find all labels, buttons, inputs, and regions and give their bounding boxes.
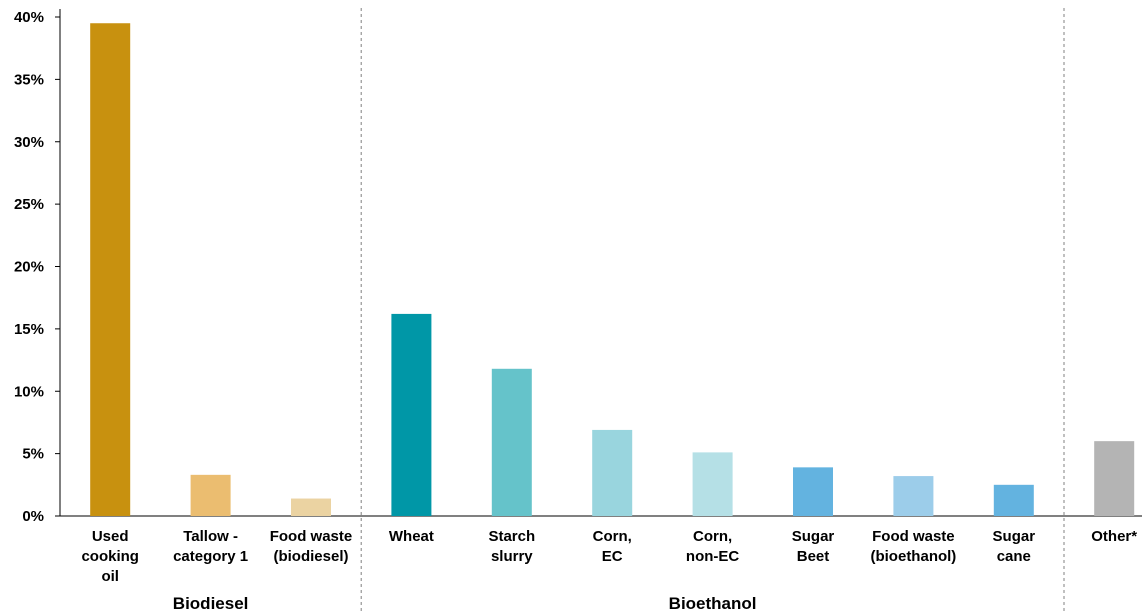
y-tick-label: 40% [14, 9, 44, 26]
bar [893, 476, 934, 516]
y-tick-label: 30% [14, 134, 44, 151]
x-tick-label: Starch slurry [488, 528, 535, 565]
y-tick-label: 0% [22, 508, 44, 525]
x-tick-label: Corn, EC [593, 528, 632, 565]
group-separators [360, 8, 1065, 613]
x-tick-label: Sugar cane [993, 528, 1036, 565]
x-tick-label: Tallow -category 1 [173, 528, 248, 565]
y-axis: 0% 5% 10% 15% 20% 25% 30% 35% 40% [14, 9, 1142, 525]
y-tick-label: 35% [14, 71, 44, 88]
y-tick-label: 10% [14, 383, 44, 400]
bar [1094, 441, 1135, 516]
x-tick-label: Wheat [389, 528, 434, 545]
bar [592, 429, 633, 516]
x-tick-label: Food waste (bioethanol) [870, 528, 956, 565]
x-tick-label: Sugar Beet [792, 528, 835, 565]
y-tick-label: 15% [14, 321, 44, 338]
bar [793, 467, 833, 516]
x-tick-label: Corn, non-EC [686, 528, 739, 565]
bar [391, 313, 432, 516]
group-label: Biodiesel [173, 594, 249, 613]
group-label: Bioethanol [669, 594, 757, 613]
bar [692, 452, 733, 516]
x-axis-labels: Used cooking oil Tallow -category 1 Food was… [81, 528, 1137, 585]
bar [291, 498, 331, 516]
x-tick-label: Food waste (biodiesel) [270, 528, 353, 565]
x-tick-label: Other* [1091, 528, 1137, 545]
bar [491, 368, 532, 516]
y-tick-label: 20% [14, 259, 44, 276]
bars [90, 23, 1135, 517]
bar [90, 23, 131, 517]
y-tick-label: 5% [22, 446, 44, 463]
bar [190, 474, 231, 516]
bar [993, 484, 1034, 516]
x-tick-label: Used cooking oil [81, 528, 139, 585]
y-tick-label: 25% [14, 196, 44, 213]
group-labels: Biodiesel Bioethanol [173, 594, 757, 613]
